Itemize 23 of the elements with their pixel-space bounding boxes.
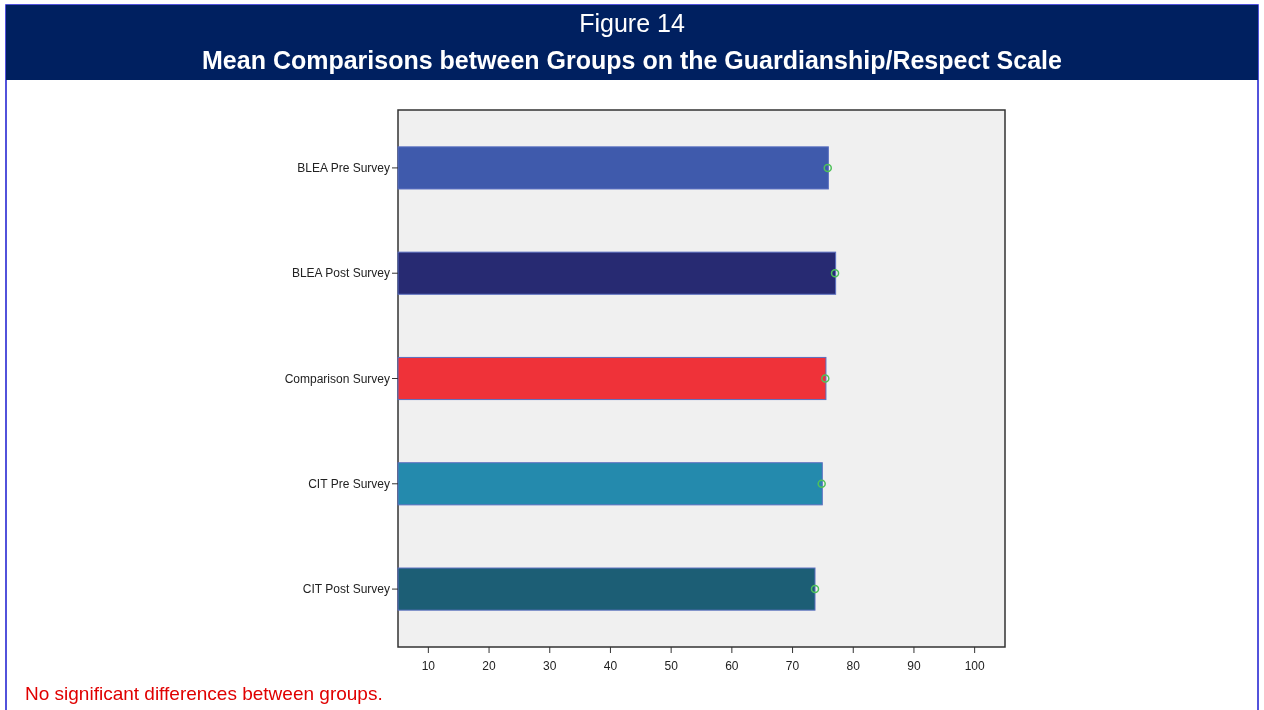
- x-tick-label: 20: [482, 659, 497, 673]
- chart-title: Figure 14: [579, 9, 685, 37]
- x-tick-label: 40: [603, 659, 618, 673]
- x-tick-label: 50: [664, 659, 679, 673]
- point: [810, 584, 820, 594]
- text: No significant differences between groups.: [25, 683, 383, 704]
- x-tick-label: 30: [543, 659, 557, 673]
- x-tick-label: 100: [964, 659, 985, 673]
- chart-subtitle: Mean Comparisons between Groups on the Guardianship/Respect Scale: [202, 46, 1063, 74]
- point: [821, 374, 830, 383]
- y-tick-label: Comparison Survey: [284, 371, 390, 386]
- x-tick-label: 90: [907, 659, 921, 673]
- y-tick-label: CIT Post Survey: [302, 582, 390, 597]
- x-tick-label: 70: [785, 659, 800, 673]
- x-tick-label: 10: [421, 659, 436, 673]
- point: [823, 163, 833, 173]
- x-tick-label: 60: [725, 659, 739, 673]
- y-tick-label: BLEA Post Survey: [291, 266, 390, 281]
- point: [830, 268, 840, 278]
- point: [817, 479, 826, 489]
- x-tick-label: 80: [846, 659, 861, 673]
- y-tick-label: BLEA Pre Survey: [297, 160, 390, 175]
- y-tick-label: CIT Pre Survey: [308, 476, 390, 491]
